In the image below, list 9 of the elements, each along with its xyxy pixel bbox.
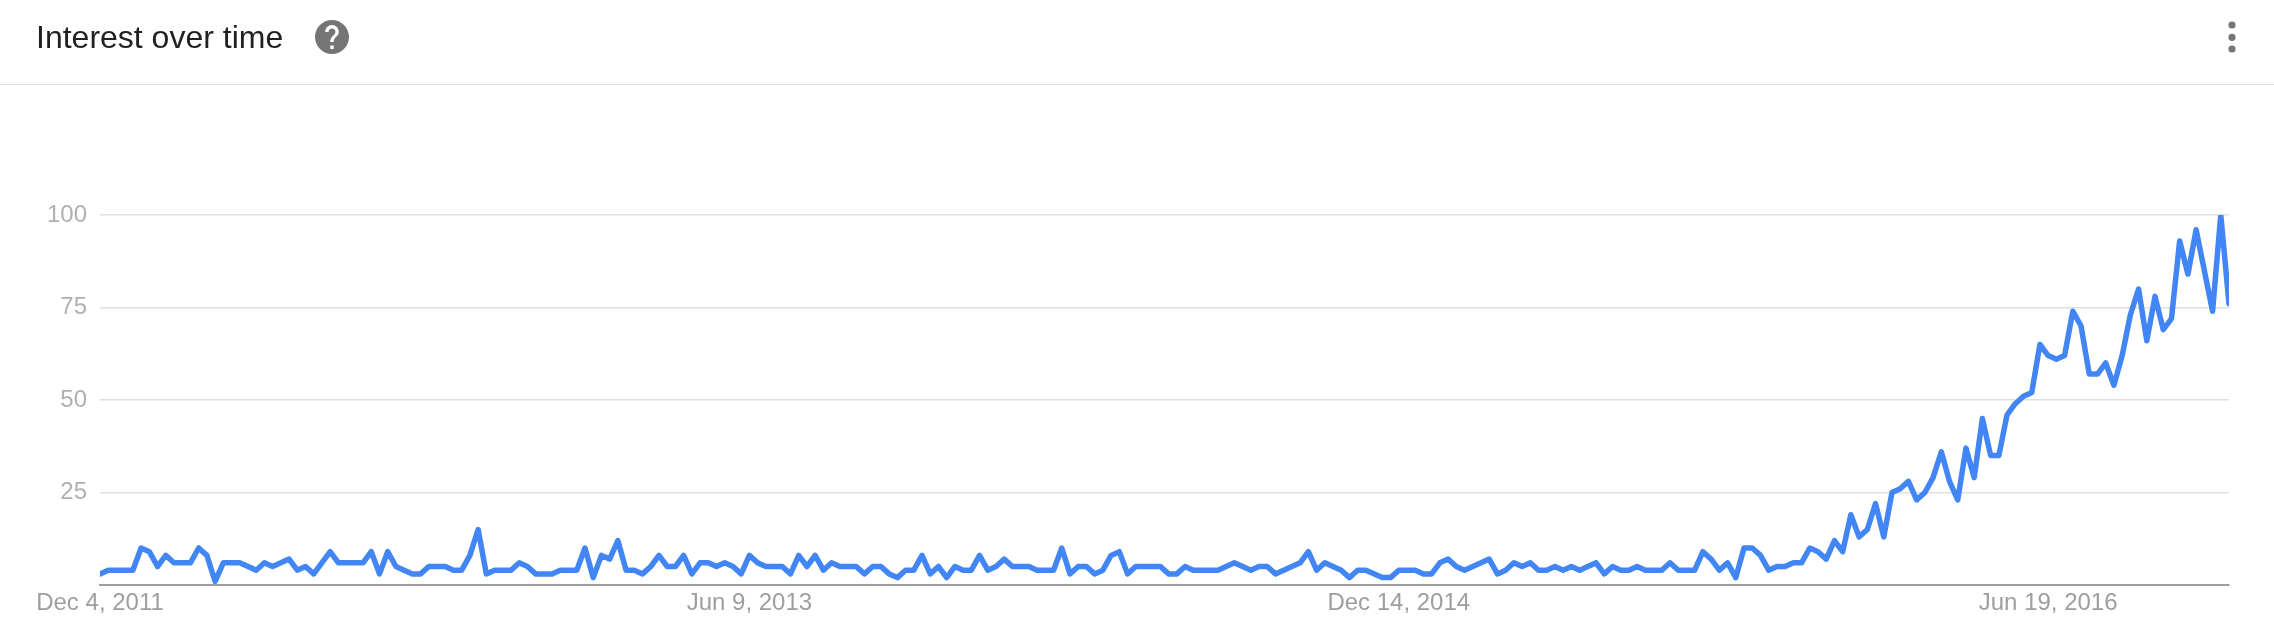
x-tick-label: Dec 14, 2014 xyxy=(1327,588,1471,616)
x-tick-label: Jun 9, 2013 xyxy=(686,588,813,616)
x-tick-label: Jun 19, 2016 xyxy=(1978,588,2118,616)
y-tick-label: 25 xyxy=(60,477,87,505)
y-tick-label: 50 xyxy=(60,384,87,412)
y-tick-label: 100 xyxy=(46,199,87,227)
chart-title: Interest over time xyxy=(36,18,284,56)
x-tick-label: Dec 4, 2011 xyxy=(36,588,164,616)
y-tick-label: 75 xyxy=(60,292,87,320)
